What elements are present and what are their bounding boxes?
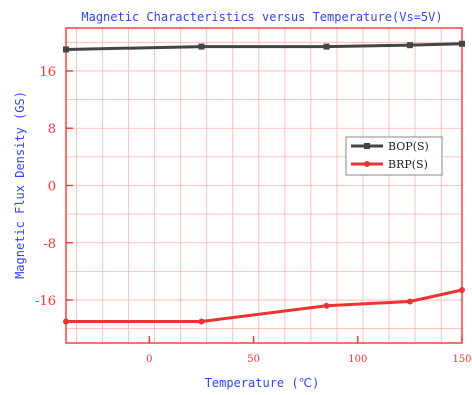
data-point-bop-s <box>198 43 205 50</box>
x-axis-title: Temperature (℃) <box>205 376 320 390</box>
y-tick-label: 16 <box>39 65 56 80</box>
legend-marker-brp <box>364 161 370 167</box>
x-tick-label: 150 <box>452 354 471 365</box>
series-line-brp-s <box>66 288 463 324</box>
series-line-bop-s <box>65 42 463 51</box>
legend-box <box>345 136 443 176</box>
data-point-brp-s <box>198 318 205 325</box>
series <box>63 40 465 325</box>
legend: BOP(S) BRP(S) <box>345 136 443 176</box>
legend-label-brp: BRP(S) <box>388 158 428 171</box>
data-point-brp-s <box>323 302 330 309</box>
data-point-bop-s <box>406 42 413 49</box>
grid <box>66 28 462 343</box>
x-tick-label: 0 <box>146 354 152 365</box>
data-point-brp-s <box>459 287 465 294</box>
y-tick-label: 8 <box>48 122 56 137</box>
data-point-brp-s <box>406 298 413 305</box>
data-point-bop-s <box>459 40 465 47</box>
y-axis-title: Magnetic Flux Density (GS) <box>13 91 27 279</box>
data-point-brp-s <box>63 318 69 325</box>
legend-label-bop: BOP(S) <box>388 140 429 153</box>
x-tick-label: 50 <box>247 354 260 365</box>
y-tick-label: -16 <box>35 294 56 309</box>
data-point-bop-s <box>63 46 69 53</box>
x-tick-label: 100 <box>348 354 367 365</box>
axis-ticks: 16 8 0 -8 -16 0 50 100 150 <box>35 65 471 365</box>
y-tick-label: 0 <box>48 180 56 195</box>
chart-title: Magnetic Characteristics versus Temperat… <box>81 10 442 24</box>
legend-marker-bop <box>364 143 370 149</box>
data-point-bop-s <box>323 43 330 50</box>
y-tick-label: -8 <box>43 237 56 252</box>
